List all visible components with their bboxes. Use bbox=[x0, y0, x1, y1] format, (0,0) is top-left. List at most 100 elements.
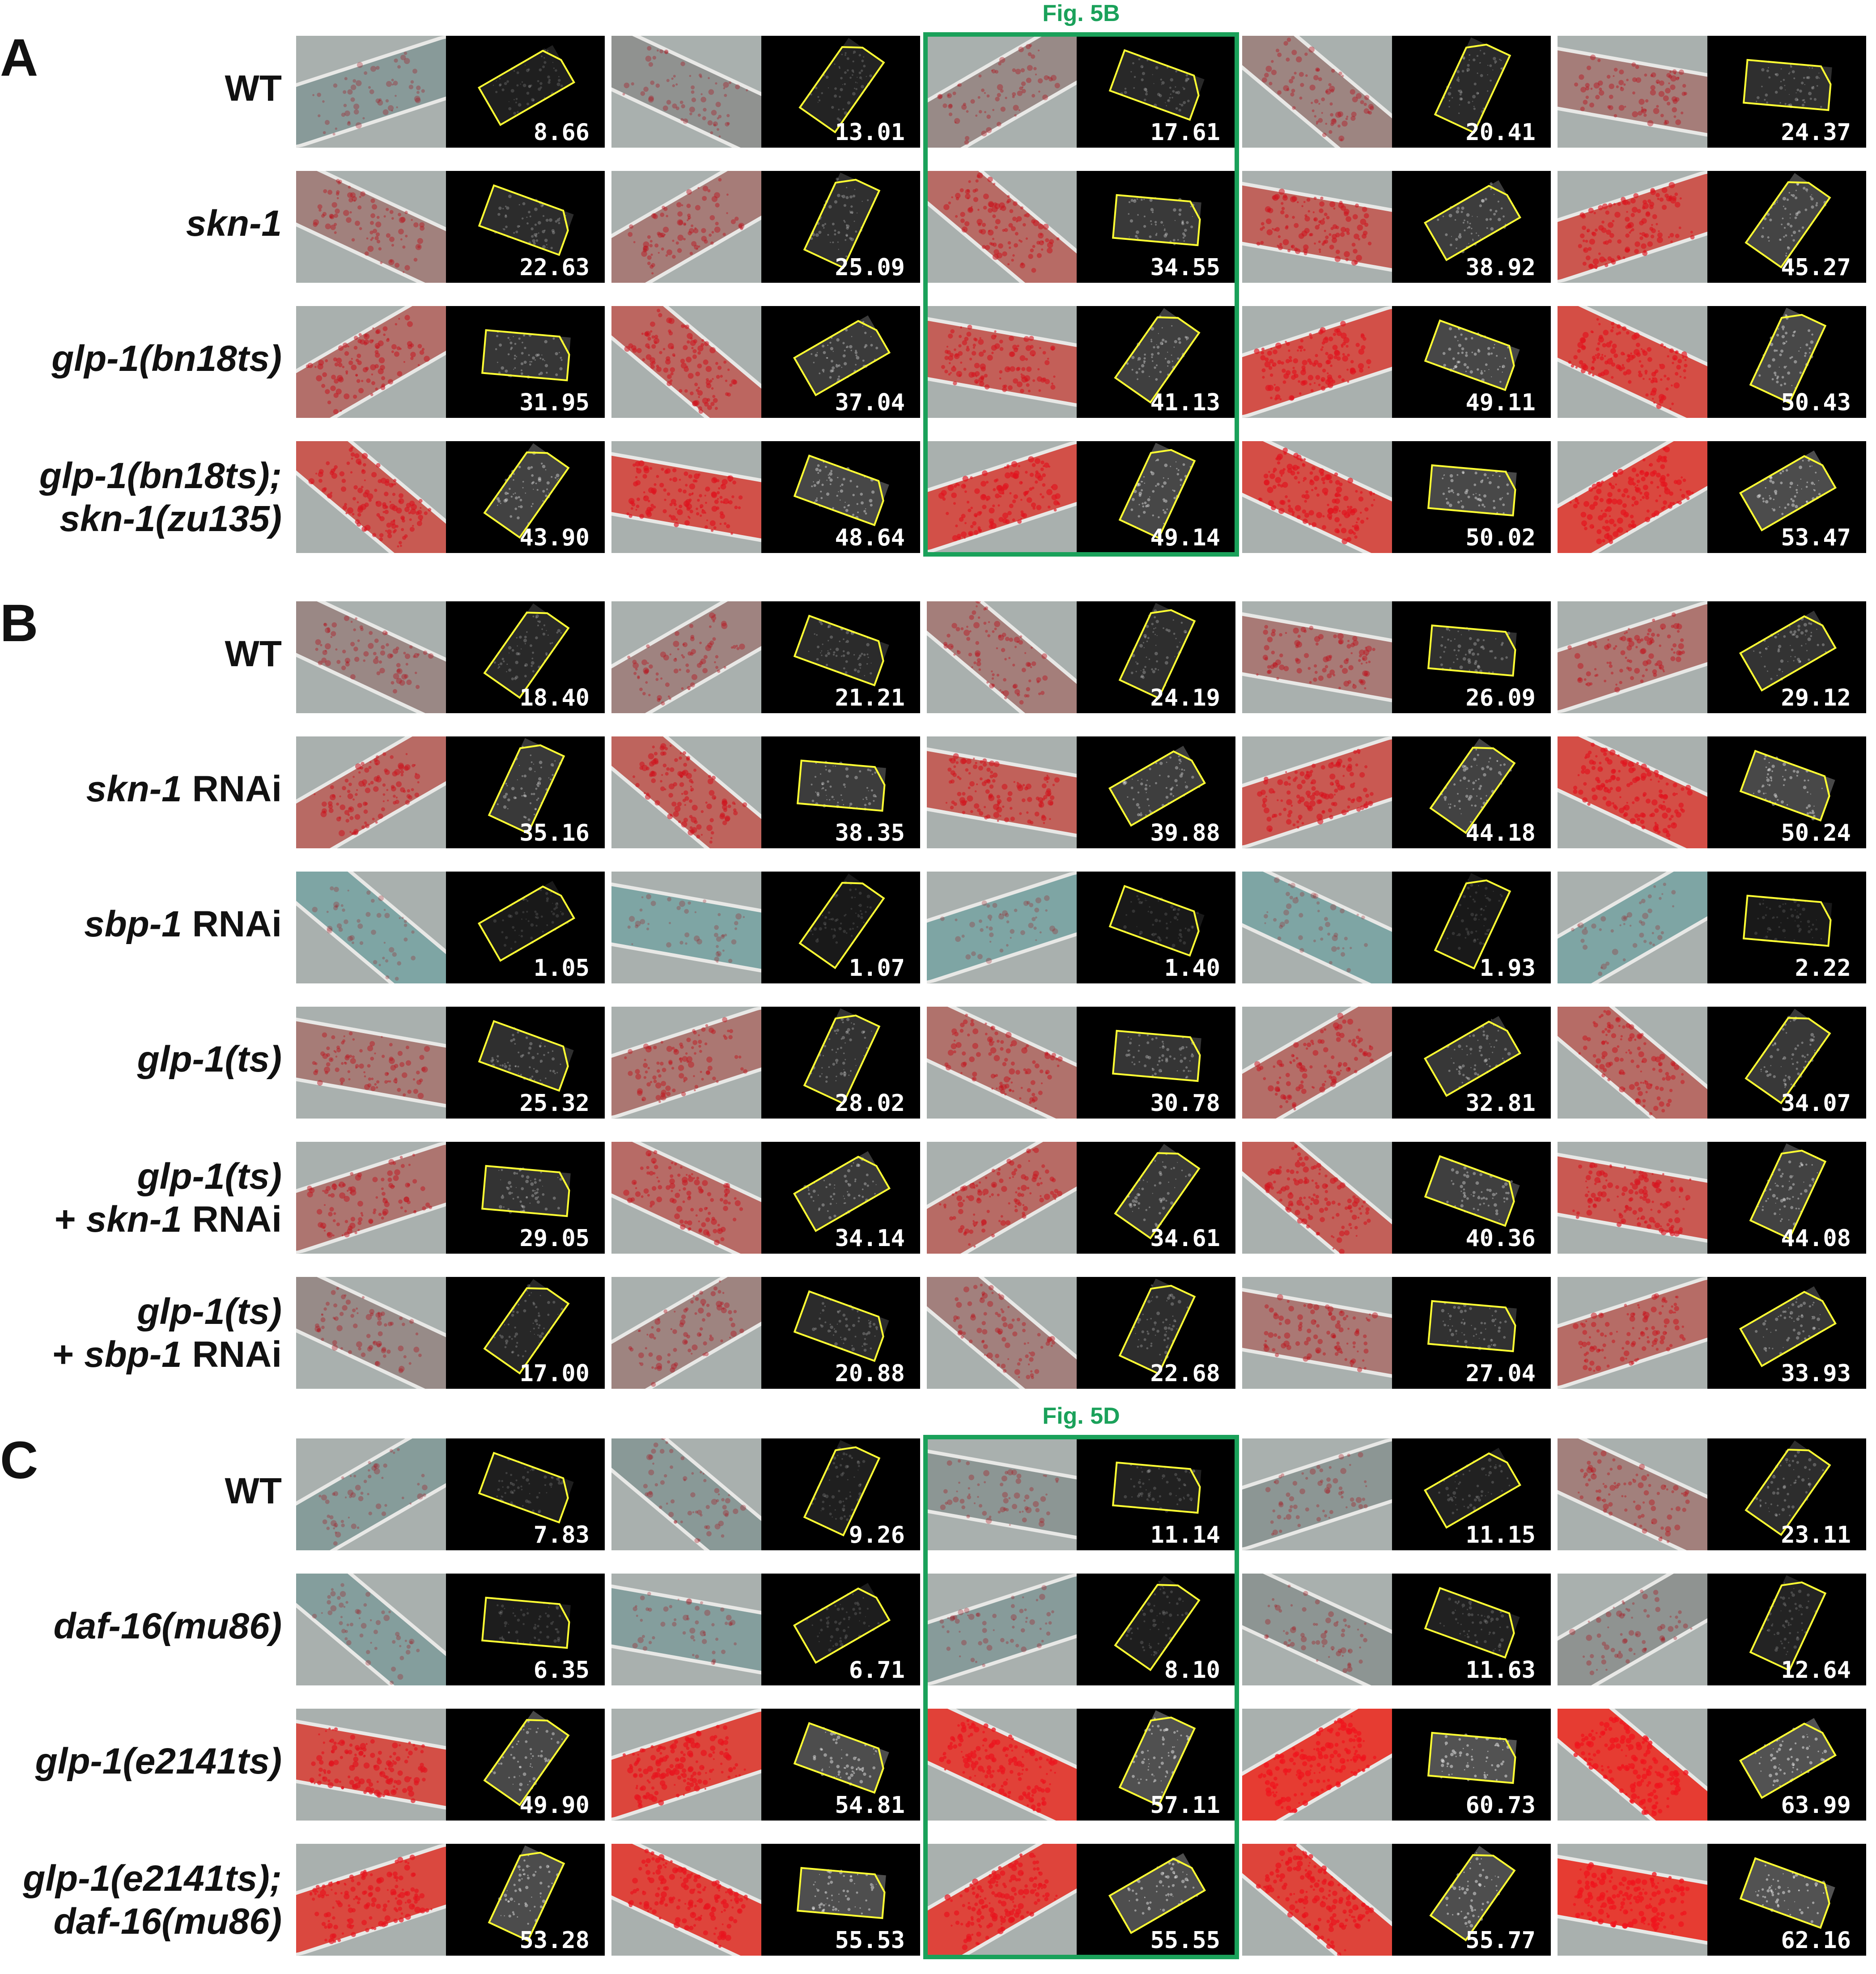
highlight-label: Fig. 5B bbox=[1042, 0, 1120, 26]
highlight-box bbox=[923, 1435, 1239, 1959]
dic-image bbox=[927, 1709, 1077, 1821]
dic-image bbox=[1242, 36, 1392, 148]
row-label-line-2: daf-16(mu86) bbox=[0, 1900, 282, 1943]
image-pair: 40.36 bbox=[1242, 1142, 1551, 1254]
row-label: glp-1(bn18ts); skn-1(zu135) bbox=[0, 455, 282, 540]
intensity-value: 13.01 bbox=[835, 119, 905, 146]
image-pair: 29.05 bbox=[296, 1142, 605, 1254]
intensity-value: 1.40 bbox=[1164, 955, 1220, 982]
intensity-value: 57.11 bbox=[1150, 1792, 1220, 1819]
fluorescence-image: 34.55 bbox=[1077, 171, 1235, 283]
intensity-value: 39.88 bbox=[1150, 820, 1220, 847]
image-pair: 34.14 bbox=[611, 1142, 920, 1254]
intensity-value: 44.08 bbox=[1781, 1225, 1851, 1252]
row-label-part: glp-1(bn18ts) bbox=[51, 338, 282, 379]
fluorescence-image: 24.37 bbox=[1707, 36, 1866, 148]
image-pair: 25.32 bbox=[296, 1007, 605, 1119]
image-pair: 33.93 bbox=[1558, 1277, 1866, 1389]
dic-image bbox=[927, 1007, 1077, 1119]
dic-image bbox=[1242, 1007, 1392, 1119]
dic-image bbox=[927, 1844, 1077, 1956]
fluorescence-image: 20.41 bbox=[1392, 36, 1551, 148]
intensity-value: 54.81 bbox=[835, 1792, 905, 1819]
dic-image bbox=[296, 1574, 446, 1685]
row-label: skn-1 bbox=[0, 202, 282, 245]
row-label: glp-1(bn18ts) bbox=[0, 337, 282, 380]
intensity-value: 6.71 bbox=[849, 1657, 905, 1684]
dic-image bbox=[611, 36, 761, 148]
fluorescence-image: 17.61 bbox=[1077, 36, 1235, 148]
row-label-part: skn-1(zu135) bbox=[59, 498, 282, 539]
fluorescence-image: 50.02 bbox=[1392, 441, 1551, 553]
intensity-value: 44.18 bbox=[1465, 820, 1536, 847]
fluorescence-image: 13.01 bbox=[761, 36, 920, 148]
dic-image bbox=[611, 306, 761, 418]
image-pair: 55.53 bbox=[611, 1844, 920, 1956]
row-label-part: sbp-1 bbox=[84, 904, 182, 944]
image-pair: 11.14 bbox=[927, 1438, 1235, 1550]
fluorescence-image: 48.64 bbox=[761, 441, 920, 553]
row-label-line-1: glp-1(e2141ts); bbox=[0, 1857, 282, 1900]
image-pair: 12.64 bbox=[1558, 1574, 1866, 1685]
row-label: glp-1(e2141ts) bbox=[0, 1740, 282, 1783]
intensity-value: 49.11 bbox=[1465, 389, 1536, 416]
intensity-value: 55.77 bbox=[1465, 1927, 1536, 1954]
image-pair: 17.61 bbox=[927, 36, 1235, 148]
intensity-value: 35.16 bbox=[519, 820, 590, 847]
intensity-value: 29.05 bbox=[519, 1225, 590, 1252]
image-pair: 23.11 bbox=[1558, 1438, 1866, 1550]
intensity-value: 41.13 bbox=[1150, 389, 1220, 416]
dic-image bbox=[1242, 1438, 1392, 1550]
dic-image bbox=[296, 872, 446, 983]
image-pair: 11.63 bbox=[1242, 1574, 1551, 1685]
intensity-value: 49.90 bbox=[519, 1792, 590, 1819]
fluorescence-image: 20.88 bbox=[761, 1277, 920, 1389]
intensity-value: 60.73 bbox=[1465, 1792, 1536, 1819]
fluorescence-image: 12.64 bbox=[1707, 1574, 1866, 1685]
image-pair: 45.27 bbox=[1558, 171, 1866, 283]
intensity-value: 25.32 bbox=[519, 1090, 590, 1117]
image-pair: 6.71 bbox=[611, 1574, 920, 1685]
dic-image bbox=[611, 1142, 761, 1254]
intensity-value: 62.16 bbox=[1781, 1927, 1851, 1954]
panel-letter: A bbox=[0, 28, 38, 87]
row-label: daf-16(mu86) bbox=[0, 1605, 282, 1648]
dic-image bbox=[1242, 1277, 1392, 1389]
dic-image bbox=[296, 1007, 446, 1119]
dic-image bbox=[1558, 1277, 1707, 1389]
image-pair: 44.18 bbox=[1242, 736, 1551, 848]
row-label-part: skn-1 bbox=[86, 1199, 182, 1240]
dic-image bbox=[1242, 601, 1392, 713]
row-label-part: glp-1(ts) bbox=[137, 1291, 282, 1332]
intensity-value: 38.92 bbox=[1465, 254, 1536, 281]
image-pair: 26.09 bbox=[1242, 601, 1551, 713]
fluorescence-image: 7.83 bbox=[446, 1438, 605, 1550]
row-label-part: + bbox=[52, 1334, 85, 1375]
image-pair: 54.81 bbox=[611, 1709, 920, 1821]
fluorescence-image: 30.78 bbox=[1077, 1007, 1235, 1119]
image-pair: 17.00 bbox=[296, 1277, 605, 1389]
intensity-value: 23.11 bbox=[1781, 1522, 1851, 1549]
intensity-value: 22.63 bbox=[519, 254, 590, 281]
dic-image bbox=[1242, 171, 1392, 283]
fluorescence-image: 22.63 bbox=[446, 171, 605, 283]
image-pair: 2.22 bbox=[1558, 872, 1866, 983]
fluorescence-image: 2.22 bbox=[1707, 872, 1866, 983]
dic-image bbox=[611, 1574, 761, 1685]
fluorescence-image: 50.24 bbox=[1707, 736, 1866, 848]
fluorescence-image: 55.55 bbox=[1077, 1844, 1235, 1956]
dic-image bbox=[1242, 306, 1392, 418]
image-pair: 55.77 bbox=[1242, 1844, 1551, 1956]
row-label: WT bbox=[0, 1470, 282, 1513]
image-pair: 38.35 bbox=[611, 736, 920, 848]
image-pair: 11.15 bbox=[1242, 1438, 1551, 1550]
image-pair: 53.28 bbox=[296, 1844, 605, 1956]
row-label: glp-1(e2141ts); daf-16(mu86) bbox=[0, 1857, 282, 1943]
dic-image bbox=[611, 1277, 761, 1389]
image-pair: 60.73 bbox=[1242, 1709, 1551, 1821]
fluorescence-image: 55.53 bbox=[761, 1844, 920, 1956]
row-label-part: glp-1(ts) bbox=[137, 1039, 282, 1080]
fluorescence-image: 6.71 bbox=[761, 1574, 920, 1685]
dic-image bbox=[927, 601, 1077, 713]
intensity-value: 7.83 bbox=[533, 1522, 590, 1549]
